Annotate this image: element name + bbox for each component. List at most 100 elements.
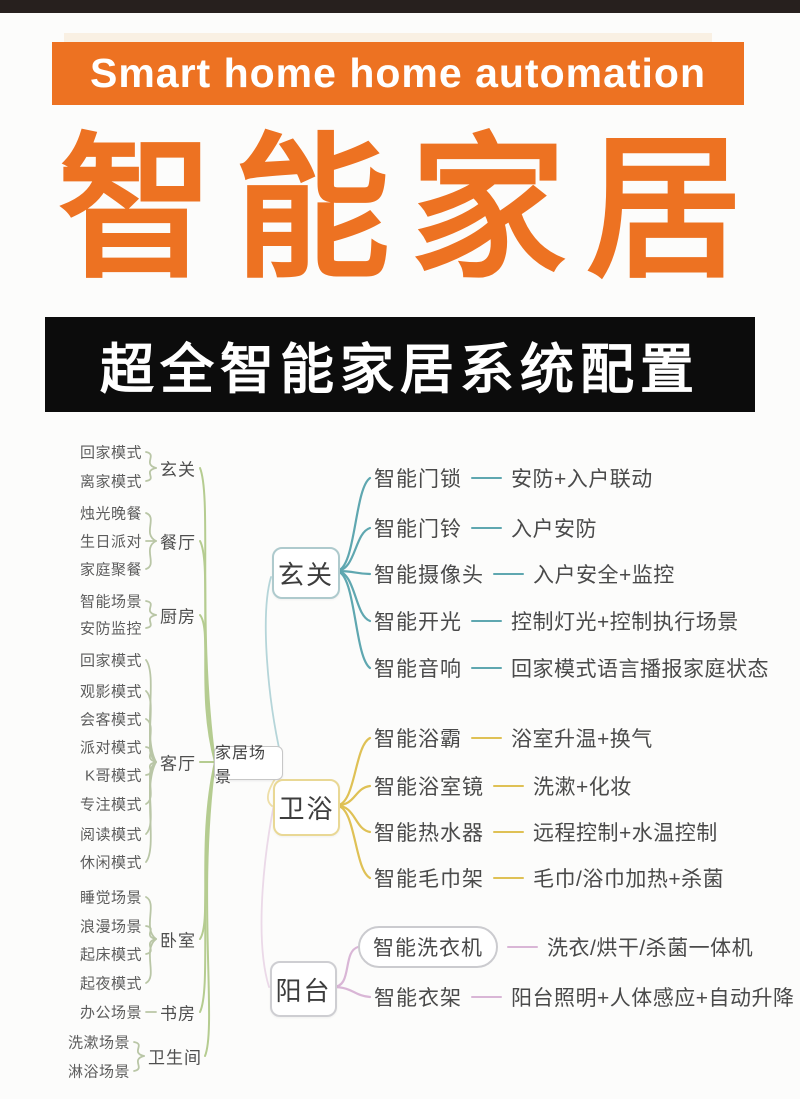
wire (145, 761, 157, 805)
left-item: 起床模式 (79, 946, 142, 964)
wire (145, 600, 157, 616)
wire (145, 761, 157, 863)
wire (145, 761, 157, 835)
wire (145, 746, 157, 763)
wire (145, 659, 157, 763)
left-item: 睡觉场景 (79, 889, 142, 907)
room-label: 卧室 (160, 931, 196, 951)
wire (133, 1041, 145, 1057)
device-row: 智能衣架 阳台照明+人体感应+自动升降 (374, 982, 795, 1012)
wire (334, 476, 372, 573)
wire (145, 938, 157, 955)
name-desc-connector (493, 785, 524, 787)
device-name: 智能摄像头 (374, 564, 484, 587)
wire (145, 938, 157, 984)
left-item: 派对模式 (79, 739, 142, 757)
device-name: 智能洗衣机 (373, 937, 483, 960)
wire (145, 896, 157, 940)
top-dark-strip (0, 0, 800, 13)
name-desc-connector (493, 831, 524, 833)
wire (145, 761, 157, 776)
device-row: 智能开光 控制灯光+控制执行场景 (374, 606, 739, 636)
wire (145, 925, 157, 940)
room-label: 餐厅 (160, 533, 196, 553)
left-item: 休闲模式 (79, 854, 142, 872)
device-name: 智能门锁 (374, 468, 462, 491)
wire (199, 467, 216, 763)
wire (145, 718, 157, 763)
left-item: 办公场景 (79, 1004, 142, 1022)
title-char: 家 (410, 123, 566, 297)
wire (334, 569, 372, 670)
name-desc-connector (471, 620, 502, 622)
left-item: 洗漱场景 (67, 1034, 130, 1052)
wire (331, 985, 372, 999)
wire (334, 784, 372, 807)
device-desc: 洗衣/烘干/杀菌一体机 (547, 937, 754, 960)
device-row: 智能摄像头 入户安全+监控 (374, 559, 675, 589)
left-item: 智能场景 (79, 593, 142, 611)
title-char: 居 (586, 123, 742, 297)
name-desc-connector (493, 877, 524, 879)
device-desc: 毛巾/浴巾加热+杀菌 (533, 868, 725, 891)
device-desc: 入户安防 (511, 518, 597, 541)
device-desc: 安防+入户联动 (511, 468, 653, 491)
device-desc: 入户安全+监控 (533, 564, 675, 587)
wire (133, 1055, 145, 1072)
name-desc-connector (471, 477, 502, 479)
left-item: K哥模式 (84, 767, 142, 785)
section-box: 玄关 (272, 547, 340, 599)
device-row: 智能浴室镜 洗漱+化妆 (374, 771, 632, 801)
name-desc-connector (471, 667, 502, 669)
wire (334, 569, 372, 576)
wire (199, 761, 216, 1013)
room-label: 厨房 (160, 607, 196, 627)
device-name: 智能音响 (374, 658, 462, 681)
wire (334, 736, 372, 807)
device-row: 智能音响 回家模式语言播报家庭状态 (374, 653, 769, 683)
device-row: 智能门铃 入户安防 (374, 513, 597, 543)
left-item: 专注模式 (79, 796, 142, 814)
device-desc: 回家模式语言播报家庭状态 (511, 658, 769, 681)
wire (334, 526, 372, 573)
title-char: 能 (234, 123, 390, 297)
section-box: 卫浴 (273, 779, 340, 836)
device-row: 智能洗衣机 洗衣/烘干/杀菌一体机 (358, 926, 753, 968)
left-item: 会客模式 (79, 711, 142, 729)
name-desc-connector (507, 946, 538, 948)
device-desc: 控制灯光+控制执行场景 (511, 611, 739, 634)
wire (264, 576, 282, 758)
left-item: 回家模式 (79, 652, 142, 670)
device-row: 智能热水器 远程控制+水温控制 (374, 817, 718, 847)
left-item: 起夜模式 (79, 975, 142, 993)
wire (334, 569, 372, 623)
device-name: 智能热水器 (374, 822, 484, 845)
left-item: 观影模式 (79, 683, 142, 701)
room-label: 卫生间 (148, 1048, 202, 1068)
left-item: 浪漫场景 (79, 918, 142, 936)
wire (145, 451, 157, 469)
left-item: 淋浴场景 (67, 1063, 130, 1081)
root-node: 家居场景 (214, 745, 283, 786)
name-desc-connector (471, 527, 502, 529)
device-row: 智能毛巾架 毛巾/浴巾加热+杀菌 (374, 863, 724, 893)
device-row: 智能门锁 安防+入户联动 (374, 463, 653, 493)
wire (199, 761, 216, 940)
device-name: 智能浴霸 (374, 728, 462, 751)
device-name: 智能衣架 (374, 987, 462, 1010)
room-label: 玄关 (160, 460, 196, 480)
subtitle-text: 超全智能家居系统配置 (100, 340, 700, 400)
device-name: 智能毛巾架 (374, 868, 484, 891)
wire (334, 804, 372, 834)
wire (145, 467, 157, 482)
left-item: 离家模式 (79, 473, 142, 491)
title-char: 智 (58, 123, 214, 297)
wire (199, 540, 216, 763)
left-item: 安防监控 (79, 620, 142, 638)
wire (145, 540, 157, 570)
main-title: 智 能 家 居 (0, 121, 800, 299)
device-name: 智能门铃 (374, 518, 462, 541)
name-desc-connector (471, 737, 502, 739)
device-desc: 阳台照明+人体感应+自动升降 (511, 987, 795, 1010)
